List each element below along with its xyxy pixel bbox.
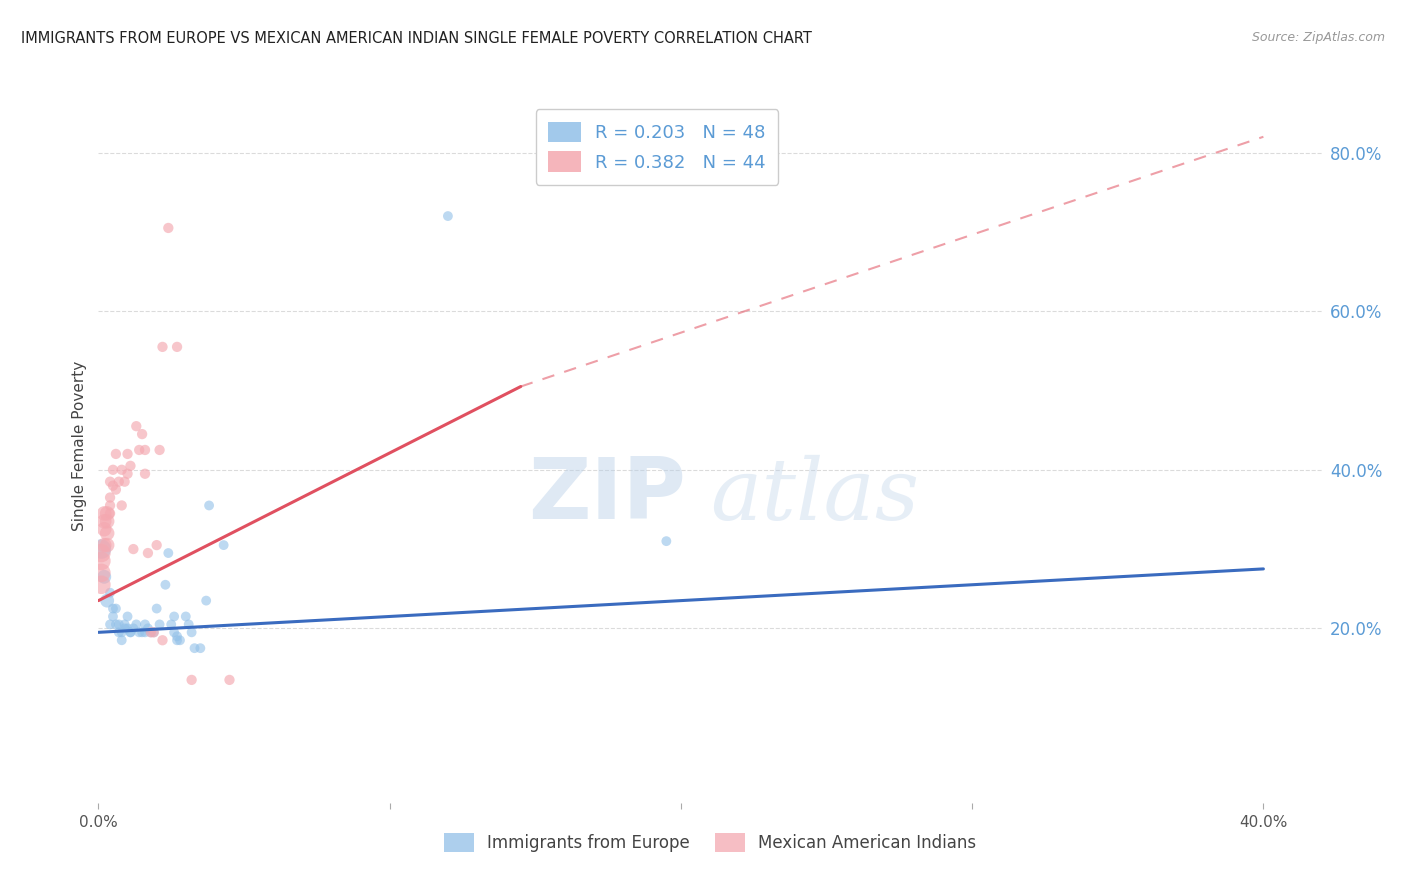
Point	[96, 514, 118, 528]
Point	[166, 633, 188, 648]
Point	[120, 625, 142, 640]
Point	[93, 507, 115, 521]
Point	[212, 538, 235, 552]
Point	[96, 507, 118, 521]
Point	[98, 475, 121, 489]
Point	[152, 340, 174, 354]
Point	[155, 578, 177, 592]
Point	[101, 601, 124, 615]
Point	[93, 522, 115, 536]
Point	[104, 447, 127, 461]
Point	[108, 475, 131, 489]
Point	[134, 442, 156, 457]
Point	[160, 617, 183, 632]
Point	[98, 499, 121, 513]
Point	[139, 625, 162, 640]
Point	[134, 617, 156, 632]
Point	[96, 526, 118, 541]
Point	[111, 633, 134, 648]
Point	[183, 641, 205, 656]
Point	[163, 609, 186, 624]
Point	[101, 463, 124, 477]
Point	[98, 507, 121, 521]
Point	[111, 463, 134, 477]
Point	[93, 514, 115, 528]
Point	[98, 491, 121, 505]
Point	[128, 442, 150, 457]
Point	[104, 601, 127, 615]
Point	[120, 458, 142, 473]
Point	[655, 534, 678, 549]
Point	[128, 625, 150, 640]
Point	[131, 427, 153, 442]
Point	[166, 340, 188, 354]
Point	[136, 546, 159, 560]
Point	[157, 221, 180, 235]
Point	[122, 542, 145, 557]
Point	[149, 442, 172, 457]
Text: IMMIGRANTS FROM EUROPE VS MEXICAN AMERICAN INDIAN SINGLE FEMALE POVERTY CORRELAT: IMMIGRANTS FROM EUROPE VS MEXICAN AMERIC…	[21, 31, 813, 46]
Point	[108, 625, 131, 640]
Point	[117, 621, 139, 635]
Point	[101, 609, 124, 624]
Point	[90, 546, 112, 560]
Point	[90, 566, 112, 580]
Text: atlas: atlas	[710, 455, 920, 537]
Point	[169, 633, 191, 648]
Point	[437, 209, 460, 223]
Point	[188, 641, 212, 656]
Point	[96, 593, 118, 607]
Point	[117, 447, 139, 461]
Point	[90, 578, 112, 592]
Legend: Immigrants from Europe, Mexican American Indians: Immigrants from Europe, Mexican American…	[437, 826, 983, 859]
Point	[117, 609, 139, 624]
Point	[114, 475, 136, 489]
Point	[174, 609, 197, 624]
Point	[104, 617, 127, 632]
Point	[98, 585, 121, 599]
Point	[180, 673, 202, 687]
Point	[180, 625, 202, 640]
Point	[101, 478, 124, 492]
Point	[125, 617, 148, 632]
Point	[136, 621, 159, 635]
Point	[134, 467, 156, 481]
Point	[139, 625, 162, 640]
Point	[163, 625, 186, 640]
Point	[131, 625, 153, 640]
Point	[114, 617, 136, 632]
Point	[177, 617, 200, 632]
Point	[218, 673, 240, 687]
Point	[157, 546, 180, 560]
Point	[145, 601, 167, 615]
Point	[98, 617, 121, 632]
Point	[104, 483, 127, 497]
Point	[195, 593, 218, 607]
Point	[96, 538, 118, 552]
Point	[111, 625, 134, 640]
Point	[93, 538, 115, 552]
Point	[134, 625, 156, 640]
Point	[198, 499, 221, 513]
Point	[117, 467, 139, 481]
Point	[142, 625, 165, 640]
Point	[142, 625, 165, 640]
Point	[166, 629, 188, 643]
Point	[114, 621, 136, 635]
Point	[108, 617, 131, 632]
Point	[125, 419, 148, 434]
Point	[90, 554, 112, 568]
Point	[122, 621, 145, 635]
Point	[145, 538, 167, 552]
Point	[120, 625, 142, 640]
Point	[149, 617, 172, 632]
Y-axis label: Single Female Poverty: Single Female Poverty	[72, 361, 87, 531]
Text: Source: ZipAtlas.com: Source: ZipAtlas.com	[1251, 31, 1385, 45]
Point	[152, 633, 174, 648]
Point	[93, 570, 115, 584]
Point	[90, 542, 112, 557]
Point	[111, 499, 134, 513]
Text: ZIP: ZIP	[527, 454, 686, 538]
